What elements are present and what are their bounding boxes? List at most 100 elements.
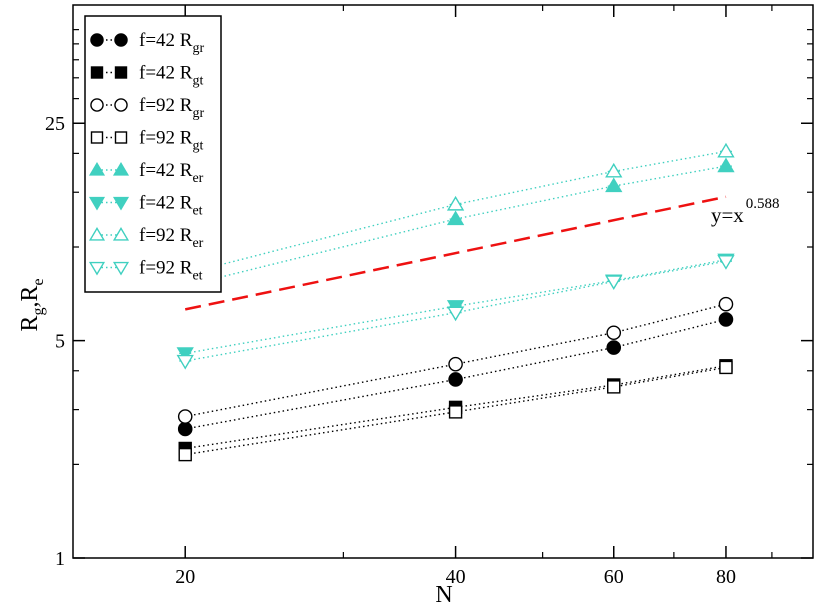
data-point — [448, 356, 463, 372]
x-tick-label: 20 — [175, 566, 195, 588]
legend-entry-3: f=92 Rgr — [90, 95, 204, 121]
series-line — [185, 318, 727, 430]
legend-label-main: f=42 R — [139, 193, 193, 214]
data-point — [718, 296, 734, 312]
legend-marker-right — [114, 98, 128, 112]
legend-marker-right — [114, 131, 128, 144]
data-point — [605, 275, 623, 291]
legend-entry-2: f=42 Rgt — [90, 63, 203, 89]
legend-marker-left — [88, 227, 106, 241]
series-line — [185, 150, 727, 275]
y-axis-label-main-2: R — [17, 286, 43, 302]
svg-text:Rg,Re: Rg,Re — [17, 278, 47, 331]
legend-marker-left — [90, 66, 104, 79]
data-point — [446, 210, 465, 226]
legend-entry-5: f=42 Rer — [88, 160, 204, 186]
data-point — [606, 340, 622, 355]
data-point — [446, 306, 465, 322]
legend-entry-8: f=92 Ret — [88, 258, 203, 284]
legend-label-main: f=92 R — [139, 258, 193, 279]
data-point — [717, 157, 735, 173]
data-point — [607, 380, 621, 394]
data-point — [717, 255, 735, 270]
series-1 — [177, 312, 734, 437]
y-axis-label: Rg,Re — [17, 278, 47, 331]
legend-label-sub: et — [192, 204, 202, 219]
legend-label-main: f=42 R — [139, 30, 193, 51]
data-point — [719, 360, 733, 375]
reference-line-label: y=x 0.588 — [711, 196, 780, 227]
legend-label-main: f=42 R — [139, 63, 193, 84]
series-line — [185, 303, 727, 418]
series-group — [176, 142, 735, 462]
legend-marker-left — [90, 131, 104, 144]
legend-label-main: f=92 R — [139, 128, 193, 149]
legend-label-sub: er — [192, 236, 203, 251]
legend-marker-right — [112, 196, 130, 211]
legend-label-sub: gt — [192, 139, 203, 154]
legend-label: f=42 Rgr — [139, 30, 204, 56]
legend-label-sub: et — [192, 269, 202, 284]
data-point — [605, 162, 623, 178]
legend-label-main: f=92 R — [139, 225, 193, 246]
legend-label: f=92 Rgt — [139, 128, 203, 154]
series-3 — [177, 296, 734, 424]
legend-marker-left — [90, 33, 104, 47]
legend-label-sub: gr — [192, 106, 204, 121]
data-point — [446, 195, 465, 211]
y-tick-label: 5 — [55, 331, 65, 353]
legend-marker-right — [112, 162, 130, 176]
data-point — [448, 372, 463, 387]
legend-marker-right — [112, 227, 130, 241]
legend-label-sub: gt — [192, 74, 203, 89]
legend-marker-right — [112, 261, 130, 276]
data-point — [176, 347, 194, 362]
data-point — [448, 405, 463, 419]
series-line — [185, 366, 727, 456]
legend-label: f=92 Rer — [139, 225, 204, 251]
legend-label: f=92 Ret — [139, 258, 203, 284]
data-point — [606, 325, 622, 341]
series-5 — [176, 157, 735, 292]
data-point — [718, 312, 734, 327]
legend-label-sub: gr — [192, 41, 204, 56]
plot-border — [72, 4, 814, 559]
series-line — [185, 259, 727, 355]
series-4 — [178, 360, 733, 462]
series-8 — [176, 255, 735, 370]
y-axis-label-main: R — [17, 316, 43, 332]
legend-entry-4: f=92 Rgt — [90, 128, 203, 154]
legend-marker-left — [88, 162, 106, 176]
data-point — [177, 421, 193, 437]
legend-marker-left — [88, 261, 106, 276]
y-axis-label-sep: , — [17, 302, 43, 308]
x-tick-label: 40 — [446, 566, 466, 588]
data-point — [176, 354, 194, 370]
x-axis: 20 40 60 80 — [175, 5, 773, 588]
data-point — [178, 447, 192, 462]
x-tick-label: 80 — [716, 566, 736, 588]
legend-label: f=42 Ret — [139, 193, 203, 219]
legend-label-main: f=42 R — [139, 160, 193, 181]
legend-label: f=42 Rgt — [139, 63, 203, 89]
legend-label-main: f=92 R — [139, 95, 193, 116]
y-axis-label-sub2: e — [30, 278, 47, 285]
y-tick-label: 1 — [55, 548, 65, 570]
legend-label: f=92 Rgr — [139, 95, 204, 121]
reference-line-label-main: y=x — [711, 203, 744, 227]
legend-entry-1: f=42 Rgr — [90, 30, 204, 56]
reference-line-label-exponent: 0.588 — [746, 196, 780, 212]
data-point — [177, 409, 193, 424]
legend-label-sub: er — [192, 171, 203, 186]
legend-marker-left — [90, 98, 104, 112]
reference-line-group: y=x 0.588 — [184, 195, 780, 311]
reference-line — [184, 195, 727, 311]
legend-marker-right — [114, 33, 128, 47]
y-axis-label-sub1: g — [30, 308, 47, 316]
legend-entry-7: f=92 Rer — [88, 225, 204, 251]
legend-marker-right — [114, 66, 128, 79]
x-axis-label: N — [435, 582, 452, 607]
data-point — [717, 142, 735, 158]
legend-box — [84, 15, 222, 293]
